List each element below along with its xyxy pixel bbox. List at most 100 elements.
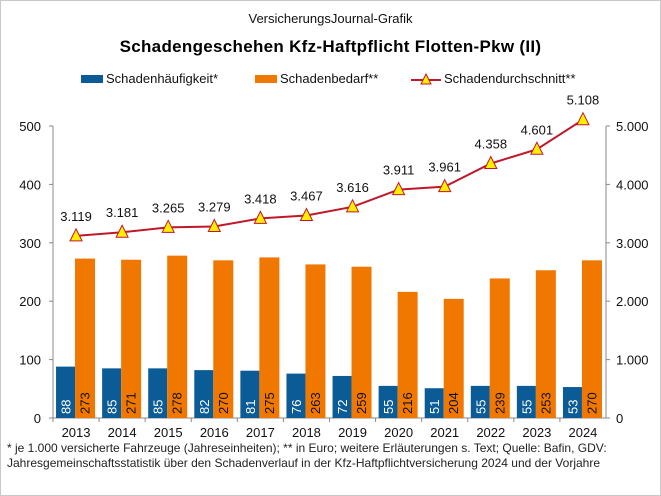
bar-frequency bbox=[194, 370, 214, 418]
x-tick-label: 2013 bbox=[62, 425, 91, 440]
bar-frequency-label: 82 bbox=[197, 400, 212, 414]
source-label: VersicherungsJournal-Grafik bbox=[248, 11, 413, 26]
left-tick-label: 500 bbox=[19, 119, 41, 134]
bar-need bbox=[213, 260, 234, 418]
bar-frequency-label: 55 bbox=[519, 400, 534, 414]
legend-item-need: Schadenbedarf** bbox=[255, 71, 378, 86]
bar-need bbox=[397, 291, 418, 418]
legend-line-triangle-icon bbox=[411, 72, 441, 84]
average-marker bbox=[576, 111, 590, 126]
bar-frequency bbox=[332, 375, 352, 418]
bar-frequency bbox=[516, 385, 536, 418]
footnote: * je 1.000 versicherte Fahrzeuge (Jahres… bbox=[7, 441, 607, 470]
x-tick-label: 2016 bbox=[200, 425, 229, 440]
left-tick-label: 400 bbox=[19, 177, 41, 192]
average-label: 3.181 bbox=[106, 205, 139, 220]
bar-need-label: 271 bbox=[124, 392, 139, 414]
plot-area: 0 100 200 300 400 500 0 1.000 2.000 3.000 4.000 5.0… bbox=[19, 93, 649, 440]
bar-need bbox=[167, 255, 188, 418]
left-tick-label: 300 bbox=[19, 236, 41, 251]
average-marker bbox=[299, 207, 314, 222]
average-label: 4.358 bbox=[475, 136, 508, 151]
bar-frequency-label: 55 bbox=[381, 400, 396, 414]
average-marker bbox=[437, 178, 452, 193]
bar-frequency bbox=[148, 368, 168, 418]
average-marker bbox=[161, 219, 176, 233]
average-marker bbox=[483, 155, 498, 169]
average-marker bbox=[253, 210, 268, 224]
legend-item-frequency: Schadenhäufigkeit* bbox=[81, 71, 218, 86]
x-tick-label: 2023 bbox=[522, 425, 551, 440]
bar-frequency-label: 53 bbox=[565, 400, 580, 414]
x-tick-label: 2022 bbox=[476, 425, 505, 440]
bar-frequency bbox=[378, 385, 398, 418]
average-line bbox=[75, 118, 584, 237]
x-tick-label: 2017 bbox=[246, 425, 275, 440]
x-tick-label: 2019 bbox=[338, 425, 367, 440]
bar-need-label: 263 bbox=[308, 392, 323, 414]
bar-frequency bbox=[470, 385, 490, 418]
bar-frequency bbox=[102, 368, 122, 418]
bar-frequency-label: 88 bbox=[59, 400, 74, 414]
average-label: 3.616 bbox=[336, 180, 369, 195]
right-tick-label: 0 bbox=[616, 411, 623, 426]
average-marker bbox=[530, 141, 544, 155]
legend-label: Schadenbedarf** bbox=[280, 71, 379, 86]
bar-need bbox=[259, 257, 280, 418]
legend-swatch-orange bbox=[255, 74, 277, 83]
bar-need bbox=[489, 278, 510, 418]
right-tick-label: 2.000 bbox=[616, 294, 649, 309]
bar-need-label: 270 bbox=[584, 392, 599, 414]
x-tick-label: 2014 bbox=[108, 425, 137, 440]
average-marker bbox=[69, 227, 83, 242]
bar-need bbox=[443, 298, 464, 418]
bar-frequency-label: 72 bbox=[335, 400, 350, 414]
right-tick-label: 1.000 bbox=[616, 353, 649, 368]
legend-item-average: Schadendurchschnitt** bbox=[411, 71, 576, 86]
average-label: 4.601 bbox=[521, 122, 554, 137]
bar-need-label: 259 bbox=[354, 392, 369, 414]
average-label: 5.108 bbox=[567, 93, 600, 108]
x-tick-label: 2020 bbox=[384, 425, 413, 440]
average-label: 3.279 bbox=[198, 200, 231, 215]
average-marker bbox=[391, 181, 406, 196]
bar-frequency-label: 81 bbox=[243, 400, 258, 414]
bar-need-label: 270 bbox=[216, 392, 231, 414]
bar-frequency-label: 55 bbox=[473, 400, 488, 414]
bar-frequency bbox=[424, 388, 444, 418]
bar-frequency bbox=[240, 370, 260, 418]
bar-frequency bbox=[562, 387, 582, 418]
bar-need-label: 239 bbox=[492, 392, 507, 414]
bar-need bbox=[581, 260, 602, 418]
bar-frequency-label: 85 bbox=[151, 400, 166, 414]
average-marker bbox=[345, 198, 360, 213]
average-label: 3.911 bbox=[383, 163, 415, 178]
bar-frequency-label: 51 bbox=[427, 400, 442, 414]
right-tick-label: 3.000 bbox=[616, 236, 649, 251]
bar-frequency bbox=[56, 366, 76, 418]
x-tick-label: 2024 bbox=[568, 425, 597, 440]
average-label: 3.119 bbox=[60, 209, 92, 224]
bar-need bbox=[75, 258, 96, 418]
x-tick-label: 2021 bbox=[430, 425, 459, 440]
legend-label: Schadenhäufigkeit* bbox=[106, 71, 219, 86]
average-marker bbox=[115, 224, 129, 238]
bar-need bbox=[121, 259, 142, 418]
legend-label: Schadendurchschnitt** bbox=[444, 71, 576, 86]
bar-need bbox=[535, 270, 556, 418]
left-tick-label: 0 bbox=[34, 411, 41, 426]
bar-need bbox=[305, 264, 326, 418]
x-tick-label: 2018 bbox=[292, 425, 321, 440]
bar-need-label: 273 bbox=[78, 392, 93, 414]
bar-need-label: 278 bbox=[170, 392, 185, 414]
bar-need-label: 204 bbox=[446, 392, 461, 414]
bar-frequency-label: 76 bbox=[289, 400, 304, 414]
bar-frequency bbox=[286, 373, 306, 418]
legend-swatch-blue bbox=[81, 74, 103, 83]
right-tick-label: 4.000 bbox=[616, 177, 649, 192]
average-label: 3.961 bbox=[428, 160, 461, 175]
average-label: 3.418 bbox=[244, 191, 277, 206]
right-tick-label: 5.000 bbox=[616, 119, 649, 134]
bar-need-label: 253 bbox=[538, 392, 553, 414]
